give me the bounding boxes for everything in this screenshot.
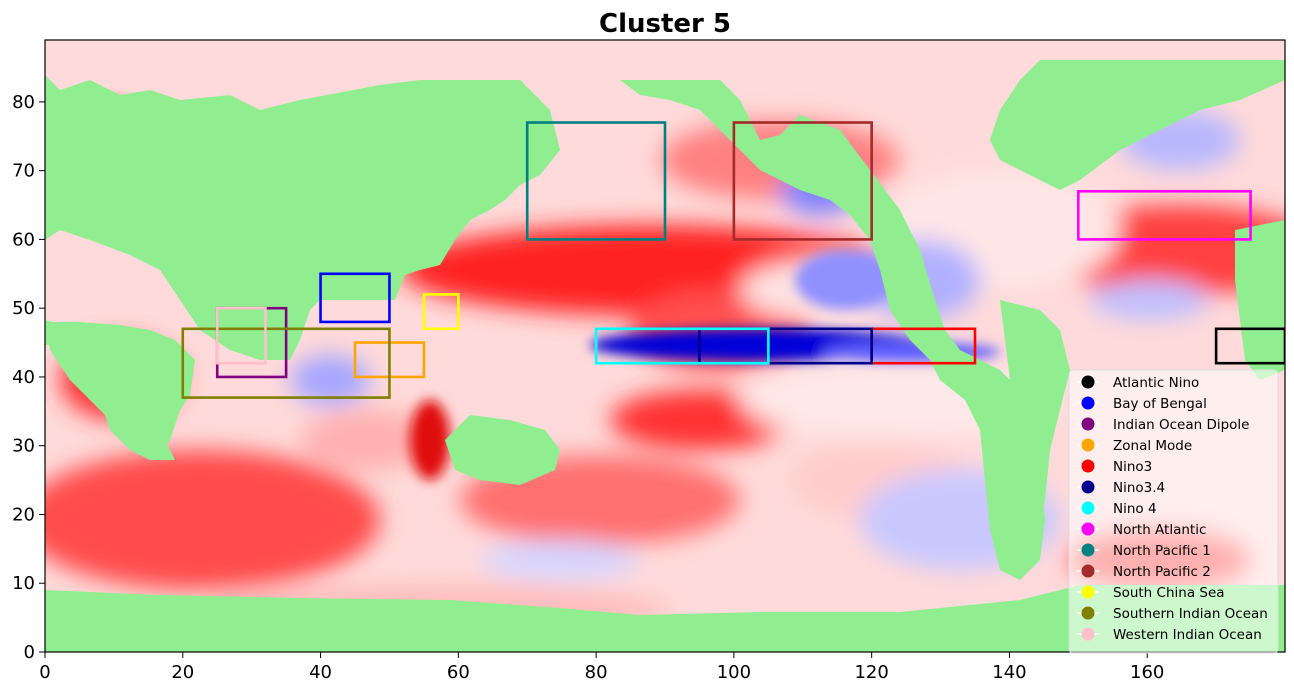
legend-marker: [1081, 501, 1095, 515]
legend-label: Nino3: [1113, 459, 1152, 475]
x-tick-label: 80: [585, 662, 608, 683]
x-tick-label: 120: [854, 662, 888, 683]
land-mask: [45, 60, 1285, 652]
y-tick-label: 80: [12, 92, 35, 113]
region-box-north-pacific-1: [525, 121, 667, 241]
x-tick-label: 100: [717, 662, 751, 683]
y-tick-label: 30: [12, 436, 35, 457]
legend-label: North Atlantic: [1113, 522, 1206, 538]
legend-label: Zonal Mode: [1113, 438, 1192, 454]
x-tick-label: 140: [992, 662, 1026, 683]
region-box-north-pacific-2: [732, 121, 873, 241]
chart-title: Cluster 5: [599, 9, 731, 39]
y-tick-label: 0: [24, 642, 35, 663]
plot-frame: [44, 39, 1286, 653]
legend-marker: [1081, 417, 1095, 431]
region-box-bay-of-bengal: [319, 272, 391, 324]
x-tick-label: 0: [39, 662, 50, 683]
legend-marker: [1081, 543, 1095, 557]
legend-marker: [1081, 606, 1095, 620]
x-tick-label: 160: [1130, 662, 1164, 683]
legend-marker: [1081, 375, 1095, 389]
legend-marker: [1081, 396, 1095, 410]
x-tick-label: 20: [171, 662, 194, 683]
x-axis: 0 20 40 60 80 100 120 140 160: [39, 652, 1164, 683]
region-box-nino3-4: [698, 327, 873, 365]
legend-marker: [1081, 627, 1095, 641]
legend-label: South China Sea: [1113, 585, 1225, 601]
y-tick-label: 60: [12, 229, 35, 250]
legend: Atlantic Nino Bay of Bengal Indian Ocean D…: [1068, 369, 1279, 654]
legend-label: Nino3.4: [1113, 480, 1165, 496]
legend-marker: [1081, 480, 1095, 494]
legend-label: Nino 4: [1113, 501, 1157, 517]
region-box-north-atlantic: [1077, 189, 1252, 241]
region-box-southern-indian-ocean: [181, 327, 391, 399]
y-tick-label: 20: [12, 504, 35, 525]
legend-label: North Pacific 1: [1113, 543, 1211, 559]
region-box-western-indian-ocean: [215, 306, 267, 365]
region-boxes: [181, 121, 1285, 399]
region-box-nino-4: [594, 327, 770, 365]
legend-marker: [1081, 459, 1095, 473]
region-box-south-china-sea: [422, 293, 460, 331]
legend-label: Bay of Bengal: [1113, 396, 1207, 412]
legend-marker: [1081, 564, 1095, 578]
plot-area: [45, 40, 1285, 652]
legend-label: Indian Ocean Dipole: [1113, 417, 1249, 433]
legend-label: Atlantic Nino: [1113, 375, 1199, 391]
legend-label: Southern Indian Ocean: [1113, 606, 1268, 622]
legend-label: North Pacific 2: [1113, 564, 1211, 580]
y-tick-label: 70: [12, 161, 35, 182]
legend-marker: [1081, 522, 1095, 536]
x-tick-label: 40: [309, 662, 332, 683]
legend-box: [1068, 369, 1279, 654]
y-tick-label: 40: [12, 367, 35, 388]
legend-marker: [1081, 585, 1095, 599]
y-axis: 0 10 20 30 40 50 60 70 80: [12, 92, 45, 663]
y-tick-label: 10: [12, 573, 35, 594]
x-tick-label: 60: [447, 662, 470, 683]
y-tick-label: 50: [12, 298, 35, 319]
legend-marker: [1081, 438, 1095, 452]
legend-label: Western Indian Ocean: [1113, 627, 1262, 643]
